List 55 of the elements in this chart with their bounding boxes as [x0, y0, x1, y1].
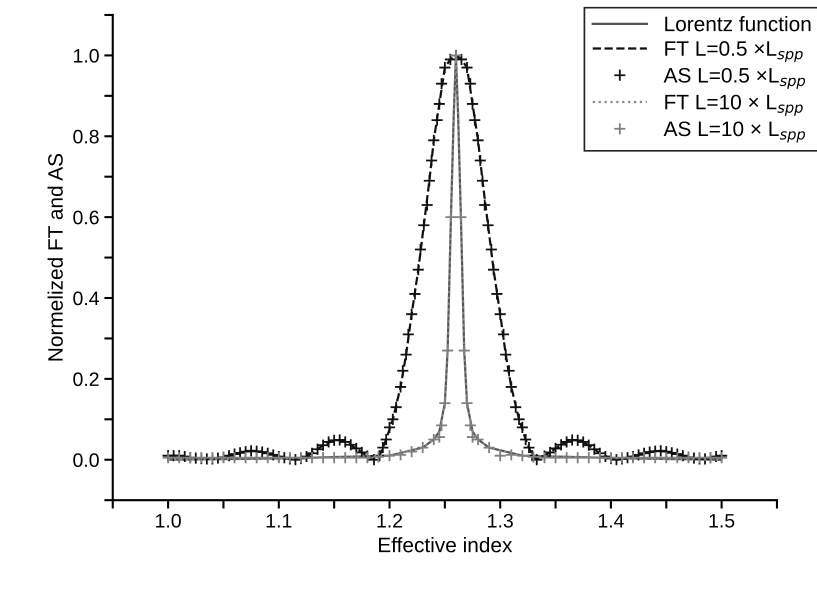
point	[441, 344, 454, 358]
point	[444, 210, 458, 224]
point	[516, 449, 529, 462]
x-tick-label: 1.2	[377, 514, 402, 528]
legend-label: FT L=0.5 ×L$_{spp}$	[665, 41, 803, 62]
point	[383, 449, 396, 462]
point	[482, 441, 496, 454]
point	[560, 451, 574, 464]
point	[338, 451, 352, 464]
x-tick-label: 1.0	[156, 514, 181, 528]
point	[405, 445, 418, 458]
point	[638, 451, 651, 464]
y-tick-label: 0.8	[73, 130, 99, 144]
point	[464, 418, 477, 432]
point	[670, 451, 684, 464]
point	[306, 451, 318, 464]
y-tick-label: 0.2	[73, 372, 99, 386]
point	[582, 451, 596, 464]
x-tick-label: 1.5	[710, 514, 734, 528]
y-tick-label: 0.4	[73, 291, 99, 306]
point	[261, 451, 274, 464]
point	[228, 451, 241, 464]
x-tick-label: 1.1	[266, 514, 292, 528]
point	[458, 344, 471, 358]
point	[472, 433, 485, 446]
point	[660, 451, 673, 464]
y-tick-label: 0.0	[73, 453, 99, 467]
point	[239, 451, 252, 464]
x-tick-label: 1.3	[488, 514, 513, 528]
x-tick-label: 1.4	[598, 514, 624, 528]
point	[504, 448, 518, 462]
point	[460, 396, 474, 410]
point	[454, 210, 468, 224]
x-axis-title: Effective index	[379, 537, 512, 552]
y-axis-title: Normelized FT and AS	[48, 154, 63, 360]
point	[435, 418, 448, 432]
point	[316, 451, 330, 464]
legend-label: FT L=10 × L$_{spp}$	[665, 94, 803, 116]
legend-label: AS L=10 × L$_{spp}$	[664, 121, 806, 142]
point	[648, 451, 662, 464]
y-tick-label: 0.6	[73, 210, 99, 224]
point	[571, 451, 584, 464]
legend-label: AS L=0.5 ×L$_{spp}$	[664, 68, 806, 89]
y-tick-label: 1.0	[74, 48, 99, 63]
point	[494, 449, 507, 462]
point	[250, 451, 264, 464]
point	[466, 430, 479, 444]
point	[416, 441, 430, 454]
point	[350, 451, 363, 464]
point	[438, 396, 452, 410]
point	[394, 448, 408, 462]
point	[593, 451, 606, 464]
point	[549, 451, 562, 464]
legend-label: Lorentz function	[665, 16, 810, 32]
point	[328, 451, 341, 464]
